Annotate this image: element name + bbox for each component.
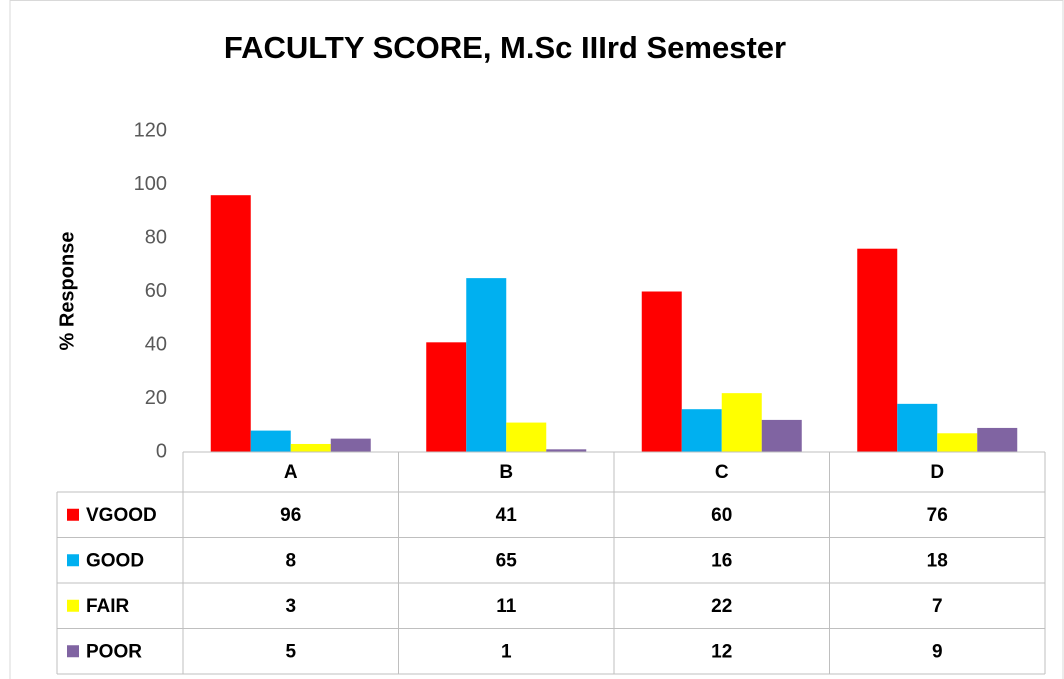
table-value: 1 xyxy=(501,641,512,662)
chart-title: FACULTY SCORE, M.Sc IIIrd Semester xyxy=(224,30,786,65)
table-value: 7 xyxy=(932,596,943,617)
x-tick-label: A xyxy=(284,462,298,483)
bar xyxy=(290,443,331,452)
table-value: 76 xyxy=(927,505,948,526)
table-value: 96 xyxy=(280,505,301,526)
y-tick-label: 20 xyxy=(145,387,167,409)
table-value: 41 xyxy=(496,505,518,526)
x-tick-label: D xyxy=(930,462,944,483)
bar xyxy=(897,403,938,452)
table-value: 8 xyxy=(285,550,296,571)
table-value: 11 xyxy=(496,596,517,617)
bar xyxy=(506,422,547,452)
table-value: 60 xyxy=(711,505,732,526)
legend-swatch xyxy=(67,508,79,521)
legend-label: POOR xyxy=(86,641,142,662)
bar xyxy=(210,195,251,452)
y-tick-label: 100 xyxy=(134,173,167,195)
x-tick-label: B xyxy=(499,462,513,483)
bar xyxy=(681,409,722,452)
chart-border xyxy=(9,0,1064,679)
bar xyxy=(250,430,291,452)
legend-label: GOOD xyxy=(86,550,144,571)
legend-swatch xyxy=(67,554,79,567)
bar xyxy=(466,278,507,452)
x-tick-label: C xyxy=(715,462,729,483)
bar xyxy=(857,248,898,452)
legend-swatch xyxy=(67,645,79,658)
bar xyxy=(937,433,978,452)
y-tick-label: 0 xyxy=(156,440,167,462)
y-tick-label: 120 xyxy=(134,119,167,141)
table-value: 5 xyxy=(285,641,296,662)
table-value: 12 xyxy=(711,641,732,662)
table-value: 18 xyxy=(927,550,948,571)
bar xyxy=(641,291,682,452)
table-value: 22 xyxy=(711,596,732,617)
table-value: 9 xyxy=(932,641,943,662)
y-tick-label: 60 xyxy=(145,280,167,302)
bar xyxy=(761,419,802,452)
y-tick-label: 40 xyxy=(145,333,167,355)
bar xyxy=(426,342,467,452)
legend-label: FAIR xyxy=(86,596,130,617)
table-value: 16 xyxy=(711,550,732,571)
legend-label: VGOOD xyxy=(86,505,157,526)
bar xyxy=(546,449,587,452)
legend-swatch xyxy=(67,599,79,612)
y-axis-label: % Response xyxy=(56,232,78,351)
table-value: 65 xyxy=(496,550,518,571)
bar xyxy=(330,438,371,452)
y-tick-label: 80 xyxy=(145,226,167,248)
bar xyxy=(977,427,1018,452)
bar xyxy=(721,393,762,452)
table-value: 3 xyxy=(285,596,296,617)
